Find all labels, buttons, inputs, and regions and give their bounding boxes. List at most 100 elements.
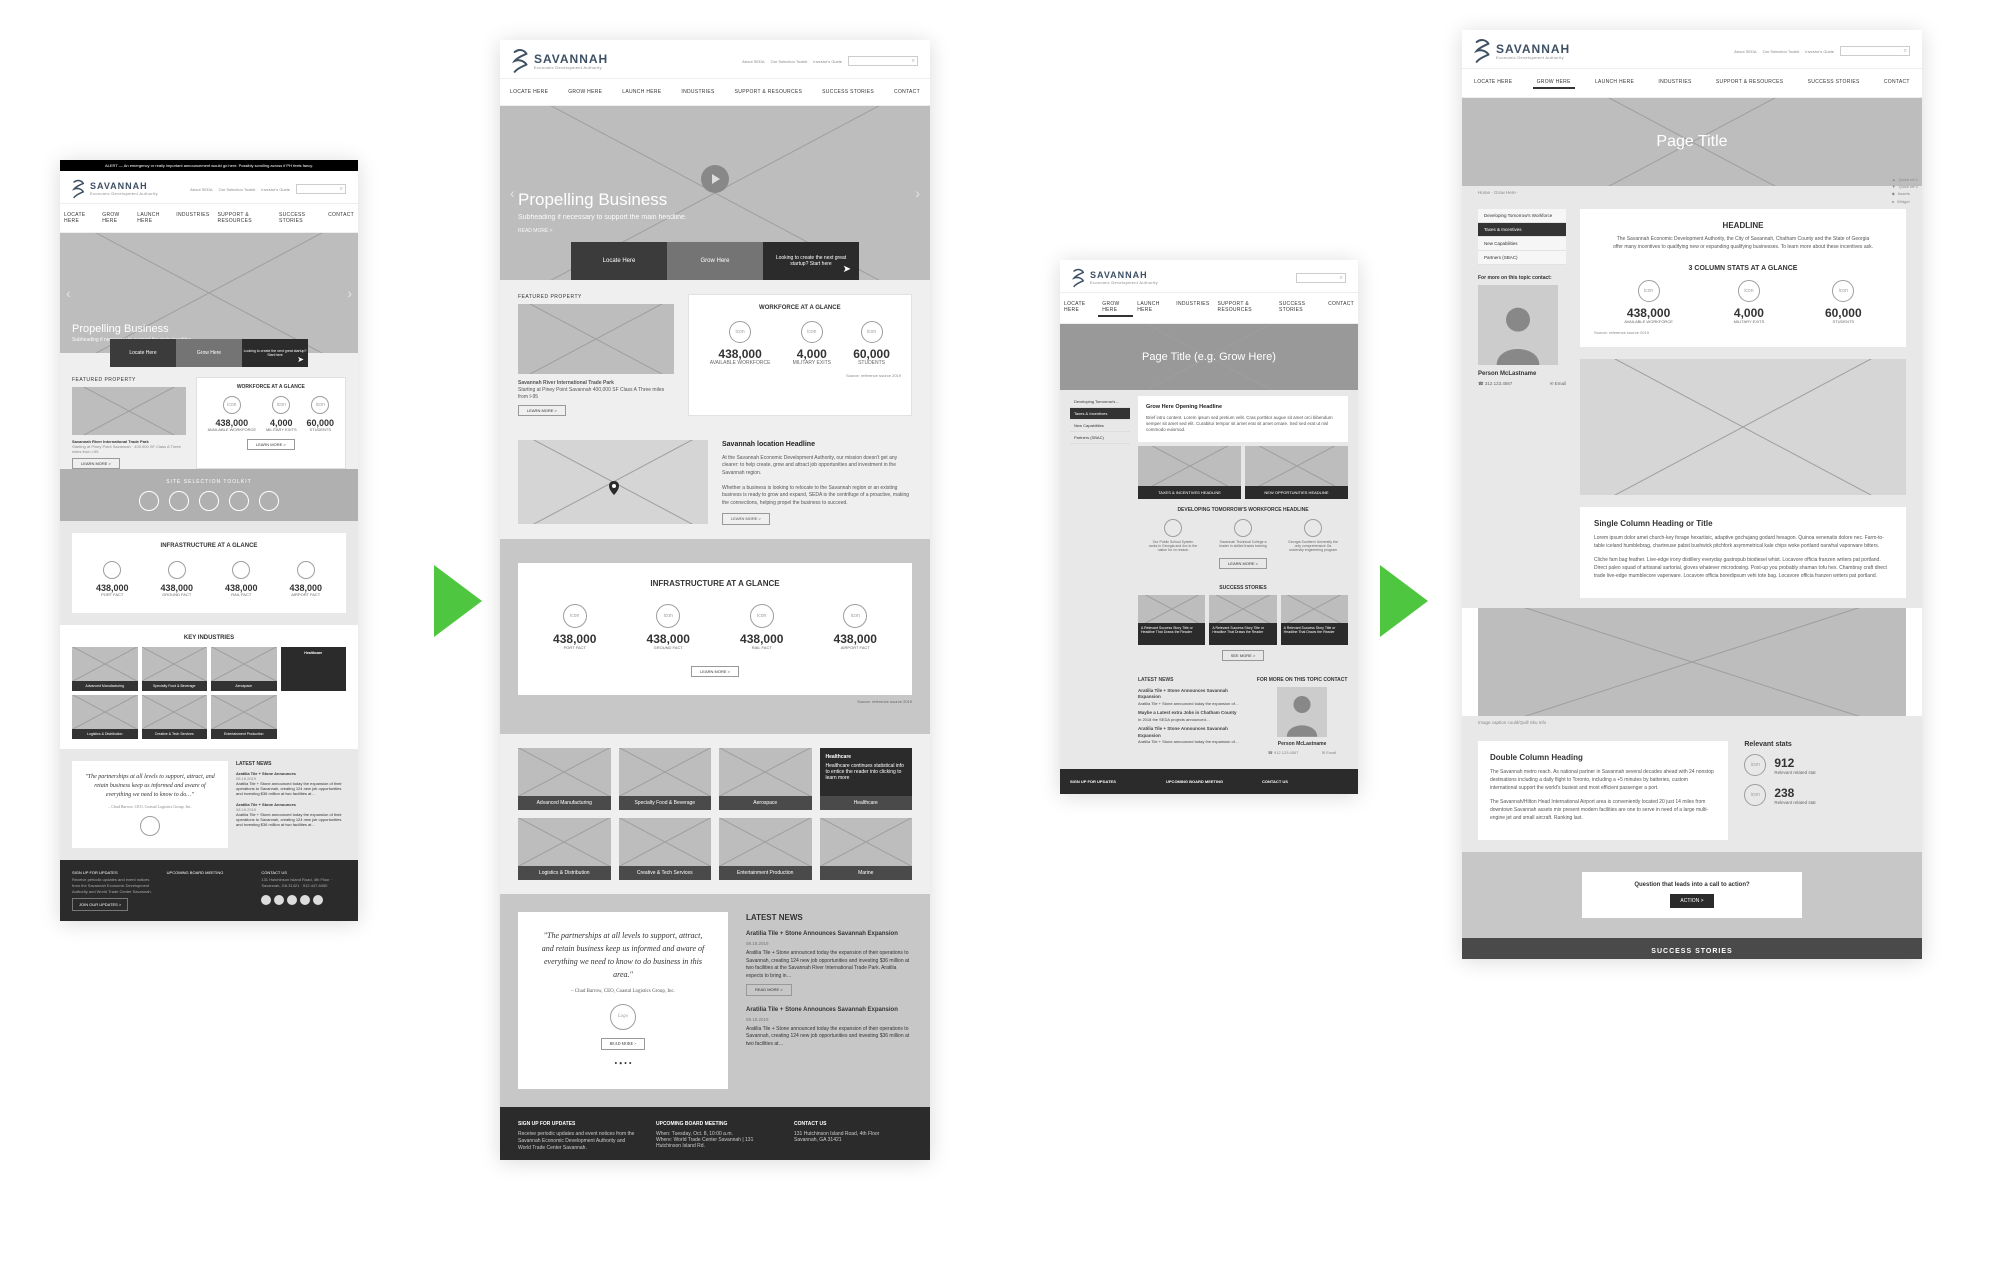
nav-item[interactable]: SUPPORT & RESOURCES: [1214, 299, 1275, 317]
email-icon[interactable]: ✉ Email: [1550, 381, 1566, 387]
util-link[interactable]: About SEDA: [742, 59, 764, 64]
read-more-button[interactable]: READ MORE >: [746, 984, 792, 996]
sidebar-item[interactable]: New Capabilities: [1070, 420, 1130, 432]
learn-more-button[interactable]: LEARN MORE >: [518, 405, 566, 416]
nav-item[interactable]: GROW HERE: [1533, 77, 1575, 89]
nav-item[interactable]: SUCCESS STORIES: [1804, 77, 1864, 89]
nav-item[interactable]: CONTACT: [324, 210, 358, 226]
learn-more-button[interactable]: LEARN MORE >: [247, 439, 295, 450]
brand-logo[interactable]: SAVANNAHEconomic Development Authority: [72, 179, 158, 199]
search-input[interactable]: ⌕: [848, 56, 918, 66]
email-icon[interactable]: ✉ Email: [1322, 750, 1336, 755]
industry-card[interactable]: Aerospace: [719, 748, 812, 810]
news-item-title[interactable]: Maybe a Latest extra Jobs in Chatham Cou…: [1138, 710, 1248, 716]
industry-card[interactable]: Aerospace: [211, 647, 277, 691]
learn-more-button[interactable]: LEARN MORE >: [722, 513, 770, 525]
nav-item[interactable]: LAUNCH HERE: [1591, 77, 1638, 89]
nav-item[interactable]: INDUSTRIES: [677, 87, 718, 97]
sidebar-item[interactable]: Taxes & Incentives: [1478, 223, 1566, 237]
cta-locate[interactable]: Locate Here: [571, 242, 667, 280]
cta-launch[interactable]: Looking to create the next great startup…: [763, 242, 859, 280]
toolkit-icon[interactable]: [259, 491, 279, 511]
industry-card[interactable]: Specialty Food & Beverage: [142, 647, 208, 691]
nav-item[interactable]: SUCCESS STORIES: [275, 210, 324, 226]
industry-card[interactable]: Marine: [820, 818, 913, 880]
success-card[interactable]: A Relevant Success Story Title or Headli…: [1138, 595, 1205, 645]
brand-logo[interactable]: SAVANNAHEconomic Development Authority: [512, 48, 608, 74]
share-item[interactable]: ▲ Quick ref 1: [1892, 176, 1918, 183]
carousel-next-icon[interactable]: ›: [915, 185, 920, 201]
nav-item[interactable]: SUPPORT & RESOURCES: [1712, 77, 1787, 89]
sidebar-item[interactable]: Developing Tomorrow's…: [1070, 396, 1130, 408]
nav-item[interactable]: GROW HERE: [1098, 299, 1133, 317]
learn-more-button[interactable]: LEARN MORE >: [72, 458, 120, 469]
util-link[interactable]: About SEDA: [1734, 49, 1756, 54]
carousel-prev-icon[interactable]: ‹: [66, 285, 71, 301]
social-icon[interactable]: [313, 895, 323, 905]
nav-item[interactable]: LAUNCH HERE: [133, 210, 172, 226]
industry-card[interactable]: Healthcare: [281, 647, 347, 691]
nav-item[interactable]: GROW HERE: [564, 87, 606, 97]
sidebar-item[interactable]: Developing Tomorrow's Workforce: [1478, 209, 1566, 223]
social-icon[interactable]: [274, 895, 284, 905]
search-input[interactable]: ⌕: [1296, 273, 1346, 283]
nav-item[interactable]: INDUSTRIES: [172, 210, 213, 226]
industry-card[interactable]: Creative & Tech Services: [142, 695, 208, 739]
search-input[interactable]: ⌕: [1840, 46, 1910, 56]
learn-more-button[interactable]: LEARN MORE >: [1219, 558, 1267, 569]
nav-item[interactable]: SUCCESS STORIES: [818, 87, 878, 97]
util-link[interactable]: Investor's Guide: [261, 187, 290, 192]
cta-locate[interactable]: Locate Here: [110, 339, 176, 367]
brand-logo[interactable]: SAVANNAHEconomic Development Authority: [1072, 268, 1158, 288]
cta-launch[interactable]: Looking to create the next great startup…: [242, 339, 308, 367]
news-item-title[interactable]: Aratilia Tile + Stone Announces Savannah…: [746, 1006, 912, 1015]
learn-more-button[interactable]: LEARN MORE >: [691, 666, 739, 677]
carousel-prev-icon[interactable]: ‹: [510, 185, 515, 201]
toolkit-icon[interactable]: [139, 491, 159, 511]
industry-card[interactable]: Advanced Manufacturing: [518, 748, 611, 810]
social-icon[interactable]: [261, 895, 271, 905]
nav-item[interactable]: LOCATE HERE: [1060, 299, 1098, 317]
industry-card[interactable]: Creative & Tech Services: [619, 818, 712, 880]
industry-card[interactable]: Specialty Food & Beverage: [619, 748, 712, 810]
news-item-title[interactable]: Aratilia Tile + Stone Announces Savannah…: [1138, 726, 1248, 739]
feature-card[interactable]: NEW OPPORTUNITIES HEADLINE: [1245, 486, 1348, 499]
read-more-button[interactable]: READ MORE >: [601, 1038, 646, 1050]
news-item-title[interactable]: Aratilia Tile + Stone Announces Savannah…: [746, 930, 912, 939]
share-item[interactable]: ● Widget: [1892, 198, 1918, 205]
util-link[interactable]: Investor's Guide: [813, 59, 842, 64]
share-item[interactable]: ▼ Quick ref 2: [1892, 183, 1918, 190]
signup-button[interactable]: JOIN OUR UPDATES >: [72, 898, 128, 911]
nav-item[interactable]: CONTACT: [1880, 77, 1914, 89]
util-link[interactable]: Our Selection Toolkit: [219, 187, 256, 192]
industry-card[interactable]: Entertainment Production: [211, 695, 277, 739]
sidebar-item[interactable]: Taxes & Incentives: [1070, 408, 1130, 420]
toolkit-icon[interactable]: [169, 491, 189, 511]
cta-button[interactable]: ACTION >: [1670, 894, 1713, 908]
sidebar-item[interactable]: Partners (SBAC): [1070, 432, 1130, 444]
breadcrumb[interactable]: Home · Grow Here ·: [1462, 186, 1922, 199]
sidebar-item[interactable]: New Capabilities: [1478, 237, 1566, 251]
industry-card[interactable]: Entertainment Production: [719, 818, 812, 880]
util-link[interactable]: Investor's Guide: [1805, 49, 1834, 54]
cta-grow[interactable]: Grow Here: [176, 339, 242, 367]
util-link[interactable]: Our Selection Toolkit: [771, 59, 808, 64]
read-more-link[interactable]: READ MORE >: [518, 228, 687, 234]
industry-card[interactable]: Advanced Manufacturing: [72, 647, 138, 691]
success-card[interactable]: A Relevant Success Story Title or Headli…: [1209, 595, 1276, 645]
industry-card-hover[interactable]: HealthcareHealthcare continues statistic…: [820, 748, 913, 810]
nav-item[interactable]: CONTACT: [1324, 299, 1358, 317]
nav-item[interactable]: CONTACT: [890, 87, 924, 97]
success-card[interactable]: A Relevant Success Story Title or Headli…: [1281, 595, 1348, 645]
nav-item[interactable]: LOCATE HERE: [60, 210, 98, 226]
cta-grow[interactable]: Grow Here: [667, 242, 763, 280]
industry-card[interactable]: Logistics & Distribution: [72, 695, 138, 739]
nav-item[interactable]: SUPPORT & RESOURCES: [214, 210, 275, 226]
social-icon[interactable]: [300, 895, 310, 905]
news-item-title[interactable]: Aratilia Tile + Stone Announces Savannah…: [1138, 688, 1248, 701]
phone-icon[interactable]: ☎ 312.123.4567: [1478, 381, 1512, 387]
toolkit-icon[interactable]: [199, 491, 219, 511]
brand-logo[interactable]: SAVANNAHEconomic Development Authority: [1474, 38, 1570, 64]
nav-item[interactable]: LAUNCH HERE: [1133, 299, 1172, 317]
feature-card[interactable]: TAXES & INCENTIVES HEADLINE: [1138, 486, 1241, 499]
